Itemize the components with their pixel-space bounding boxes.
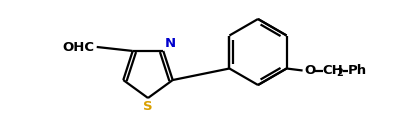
- Text: N: N: [164, 37, 175, 50]
- Text: 2: 2: [337, 69, 343, 78]
- Text: CH: CH: [323, 64, 343, 77]
- Text: OHC: OHC: [63, 42, 95, 54]
- Text: O: O: [304, 64, 316, 77]
- Text: S: S: [143, 100, 153, 113]
- Text: Ph: Ph: [348, 64, 367, 77]
